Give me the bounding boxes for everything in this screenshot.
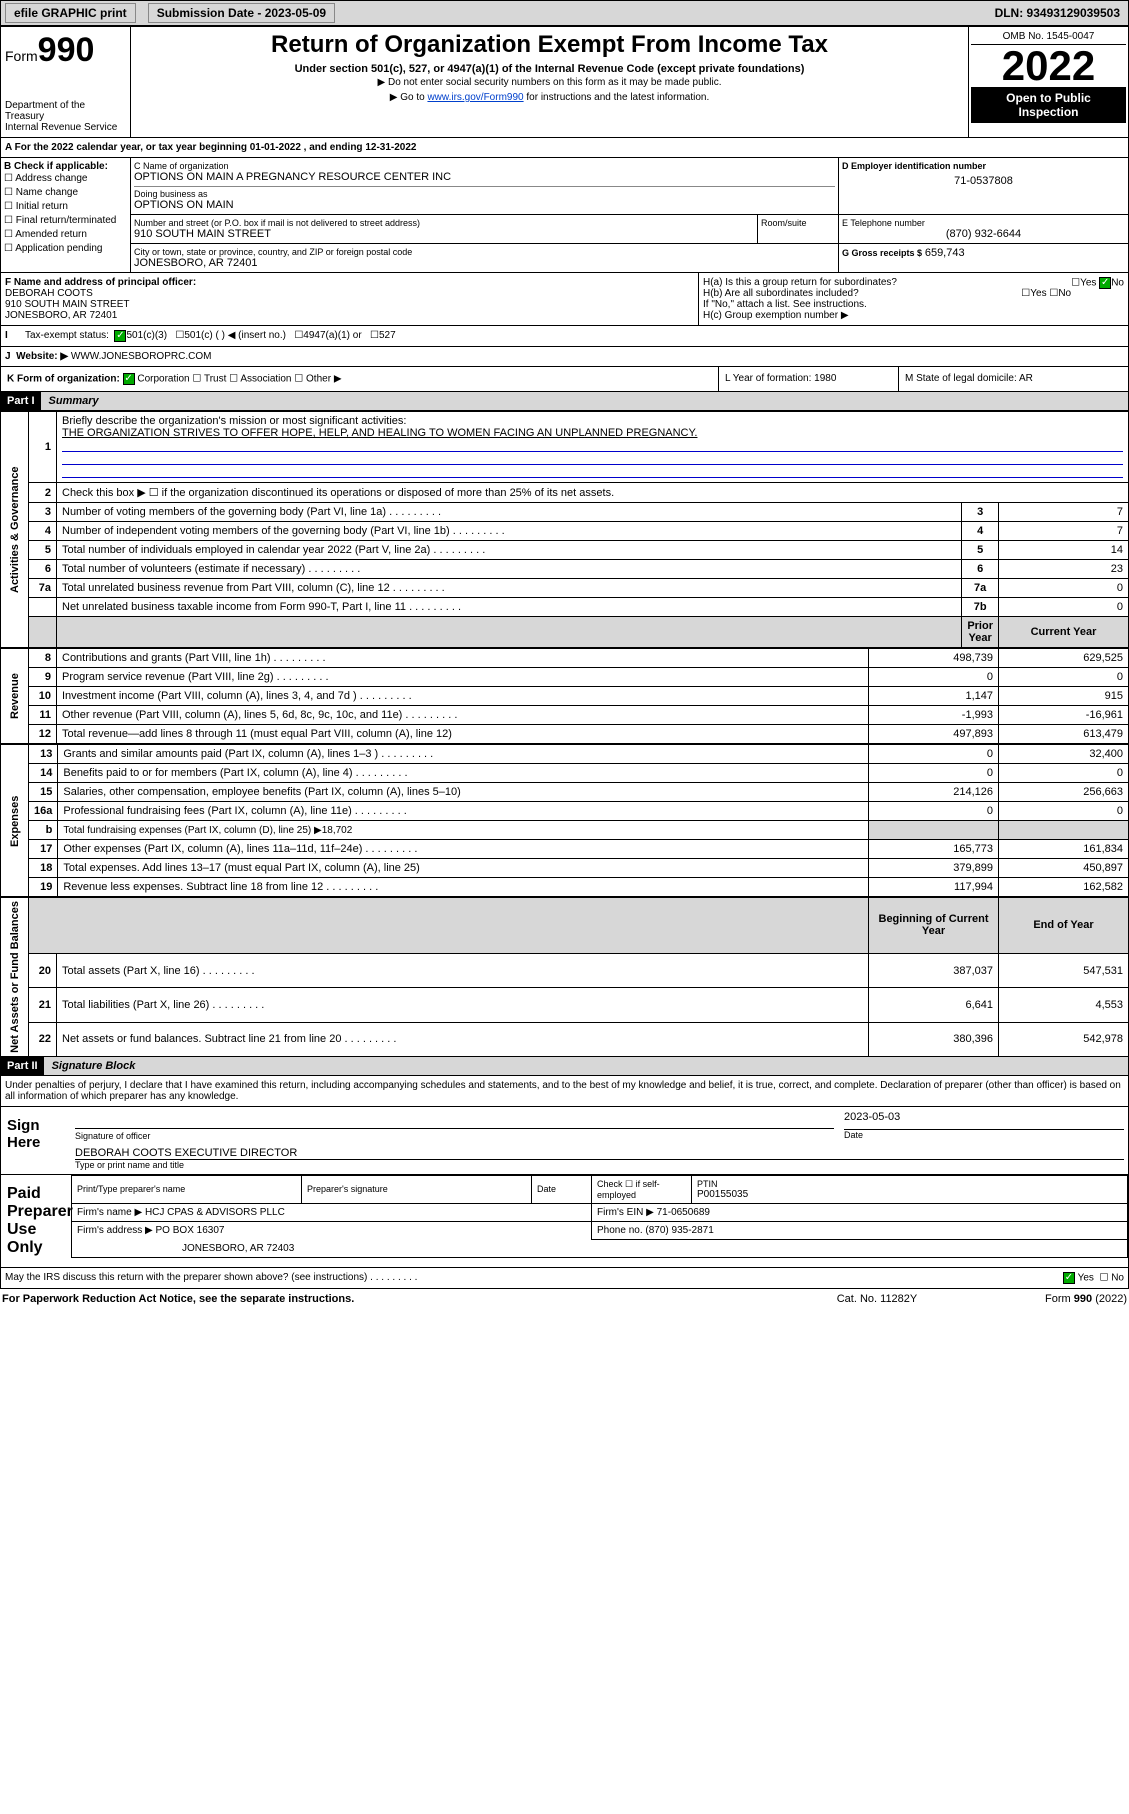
- firm-addr2: JONESBORO, AR 72403: [72, 1239, 1128, 1257]
- sub3: ▶ Go to www.irs.gov/Form990 for instruct…: [135, 92, 964, 103]
- row-f-h: F Name and address of principal officer:…: [0, 273, 1129, 326]
- efile-button[interactable]: efile GRAPHIC print: [5, 3, 136, 23]
- paid-preparer: Paid Preparer Use Only Print/Type prepar…: [0, 1175, 1129, 1268]
- declaration: Under penalties of perjury, I declare th…: [0, 1076, 1129, 1107]
- form-number: Form990: [5, 31, 126, 70]
- cb-amended[interactable]: ☐ Amended return: [4, 228, 127, 242]
- discuss-yes-checked: ✓: [1063, 1272, 1075, 1284]
- col-prior-year: Prior Year: [962, 617, 999, 648]
- k-form-org: K Form of organization: ✓ Corporation ☐ …: [1, 367, 718, 391]
- ha-no-checked: ✓: [1099, 277, 1111, 289]
- cb-name-change[interactable]: ☐ Name change: [4, 186, 127, 200]
- city: JONESBORO, AR 72401: [134, 257, 835, 269]
- sign-here: Sign Here Signature of officer 2023-05-0…: [0, 1107, 1129, 1175]
- row-i: I Tax-exempt status: ✓ 501(c)(3) ☐ 501(c…: [0, 326, 1129, 347]
- line-num: 1: [29, 412, 57, 483]
- ein: 71-0537808: [842, 175, 1125, 187]
- col-current-year: Current Year: [999, 617, 1129, 648]
- m-state: M State of legal domicile: AR: [898, 367, 1128, 391]
- cb-address-change[interactable]: ☐ Address change: [4, 172, 127, 186]
- dln: DLN: 93493129039503: [995, 6, 1120, 20]
- date-label: Date: [844, 1129, 1124, 1140]
- d-label: D Employer identification number: [842, 161, 1125, 171]
- addr-label: Number and street (or P.O. box if mail i…: [134, 218, 754, 228]
- sidelab-rev: Revenue: [1, 649, 29, 744]
- expenses-table: Expenses 13Grants and similar amounts pa…: [0, 744, 1129, 897]
- revenue-table: Revenue 8Contributions and grants (Part …: [0, 648, 1129, 744]
- firm-ein: 71-0650689: [657, 1207, 710, 1218]
- form-title: Return of Organization Exempt From Incom…: [135, 31, 964, 59]
- tax-year: 2022: [971, 45, 1126, 87]
- firm-name: HCJ CPAS & ADVISORS PLLC: [145, 1207, 285, 1218]
- form-header: Form990 Department of the Treasury Inter…: [0, 26, 1129, 138]
- sig-officer-label: Signature of officer: [75, 1131, 834, 1141]
- summary-table: Activities & Governance 1 Briefly descri…: [0, 411, 1129, 648]
- officer-sig-name: DEBORAH COOTS EXECUTIVE DIRECTOR: [75, 1147, 1124, 1160]
- submission-date: Submission Date - 2023-05-09: [148, 3, 335, 23]
- officer-addr2: JONESBORO, AR 72401: [5, 310, 694, 321]
- dept: Department of the Treasury Internal Reve…: [5, 100, 126, 133]
- sidelab-ag: Activities & Governance: [1, 412, 29, 648]
- cb-final-return[interactable]: ☐ Final return/terminated: [4, 214, 127, 228]
- type-label: Type or print name and title: [75, 1160, 1124, 1170]
- sign-here-label: Sign Here: [1, 1107, 71, 1174]
- row-j: J Website: ▶ WWW.JONESBOROPRC.COM: [0, 347, 1129, 367]
- prep-label: Paid Preparer Use Only: [1, 1175, 71, 1267]
- sidelab-exp: Expenses: [1, 745, 29, 897]
- h-a: H(a) Is this a group return for subordin…: [703, 277, 1124, 288]
- 501c3-checked: ✓: [114, 330, 126, 342]
- firm-addr1: PO BOX 16307: [156, 1225, 225, 1236]
- phone: (870) 932-6644: [842, 228, 1125, 240]
- cb-initial-return[interactable]: ☐ Initial return: [4, 200, 127, 214]
- open-to-inspection: Open to Public Inspection: [971, 87, 1126, 123]
- firm-phone: (870) 935-2871: [645, 1225, 713, 1236]
- b-heading: B Check if applicable:: [4, 161, 127, 172]
- mission: THE ORGANIZATION STRIVES TO OFFER HOPE, …: [62, 427, 697, 439]
- street: 910 SOUTH MAIN STREET: [134, 228, 754, 240]
- i-label: Tax-exempt status:: [25, 330, 109, 342]
- netassets-table: Net Assets or Fund Balances Beginning of…: [0, 897, 1129, 1057]
- h-c: H(c) Group exemption number ▶: [703, 310, 1124, 321]
- q1: Briefly describe the organization's miss…: [62, 415, 406, 427]
- c-name-label: C Name of organization: [134, 161, 835, 171]
- org-name: OPTIONS ON MAIN A PREGNANCY RESOURCE CEN…: [134, 171, 835, 183]
- ptin: P00155035: [697, 1189, 1122, 1200]
- topbar: efile GRAPHIC print Submission Date - 20…: [0, 0, 1129, 26]
- corp-checked: ✓: [123, 373, 135, 385]
- sub2: ▶ Do not enter social security numbers o…: [135, 77, 964, 88]
- form-ref: Form 990 (2022): [977, 1293, 1127, 1305]
- officer-addr1: 910 SOUTH MAIN STREET: [5, 299, 694, 310]
- part1-header: Part ISummary: [0, 392, 1129, 411]
- sig-date: 2023-05-03: [844, 1111, 1124, 1129]
- e-label: E Telephone number: [842, 218, 1125, 228]
- row-k-l-m: K Form of organization: ✓ Corporation ☐ …: [0, 367, 1129, 392]
- dba: OPTIONS ON MAIN: [134, 199, 835, 211]
- gross-receipts: 659,743: [925, 247, 965, 259]
- city-label: City or town, state or province, country…: [134, 247, 835, 257]
- irs-link[interactable]: www.irs.gov/Form990: [427, 92, 523, 103]
- cb-app-pending[interactable]: ☐ Application pending: [4, 242, 127, 256]
- f-label: F Name and address of principal officer:: [5, 277, 694, 288]
- cat-no: Cat. No. 11282Y: [777, 1293, 977, 1305]
- l-year: L Year of formation: 1980: [718, 367, 898, 391]
- sidelab-nab: Net Assets or Fund Balances: [1, 898, 29, 1057]
- g-label: G Gross receipts $: [842, 248, 922, 258]
- row-a: A For the 2022 calendar year, or tax yea…: [0, 138, 1129, 158]
- h-b2: If "No," attach a list. See instructions…: [703, 299, 1124, 310]
- dba-label: Doing business as: [134, 189, 835, 199]
- footer: For Paperwork Reduction Act Notice, see …: [0, 1289, 1129, 1309]
- discuss-row: May the IRS discuss this return with the…: [0, 1268, 1129, 1289]
- officer-name: DEBORAH COOTS: [5, 288, 694, 299]
- paperwork-notice: For Paperwork Reduction Act Notice, see …: [2, 1293, 777, 1305]
- sub1: Under section 501(c), 527, or 4947(a)(1)…: [135, 63, 964, 75]
- q2: Check this box ▶ ☐ if the organization d…: [57, 483, 1129, 503]
- part2-header: Part IISignature Block: [0, 1057, 1129, 1076]
- room-label: Room/suite: [761, 218, 835, 228]
- section-b-c-d: B Check if applicable: ☐ Address change …: [0, 158, 1129, 273]
- h-b: H(b) Are all subordinates included? ☐Yes…: [703, 288, 1124, 299]
- col-b: B Check if applicable: ☐ Address change …: [1, 158, 131, 272]
- website[interactable]: WWW.JONESBOROPRC.COM: [71, 351, 212, 362]
